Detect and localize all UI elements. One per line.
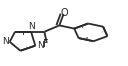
Text: O: O <box>60 8 68 18</box>
Text: F: F <box>43 39 49 49</box>
Text: N: N <box>38 41 44 50</box>
Text: N: N <box>2 37 9 46</box>
Text: N: N <box>28 22 34 31</box>
